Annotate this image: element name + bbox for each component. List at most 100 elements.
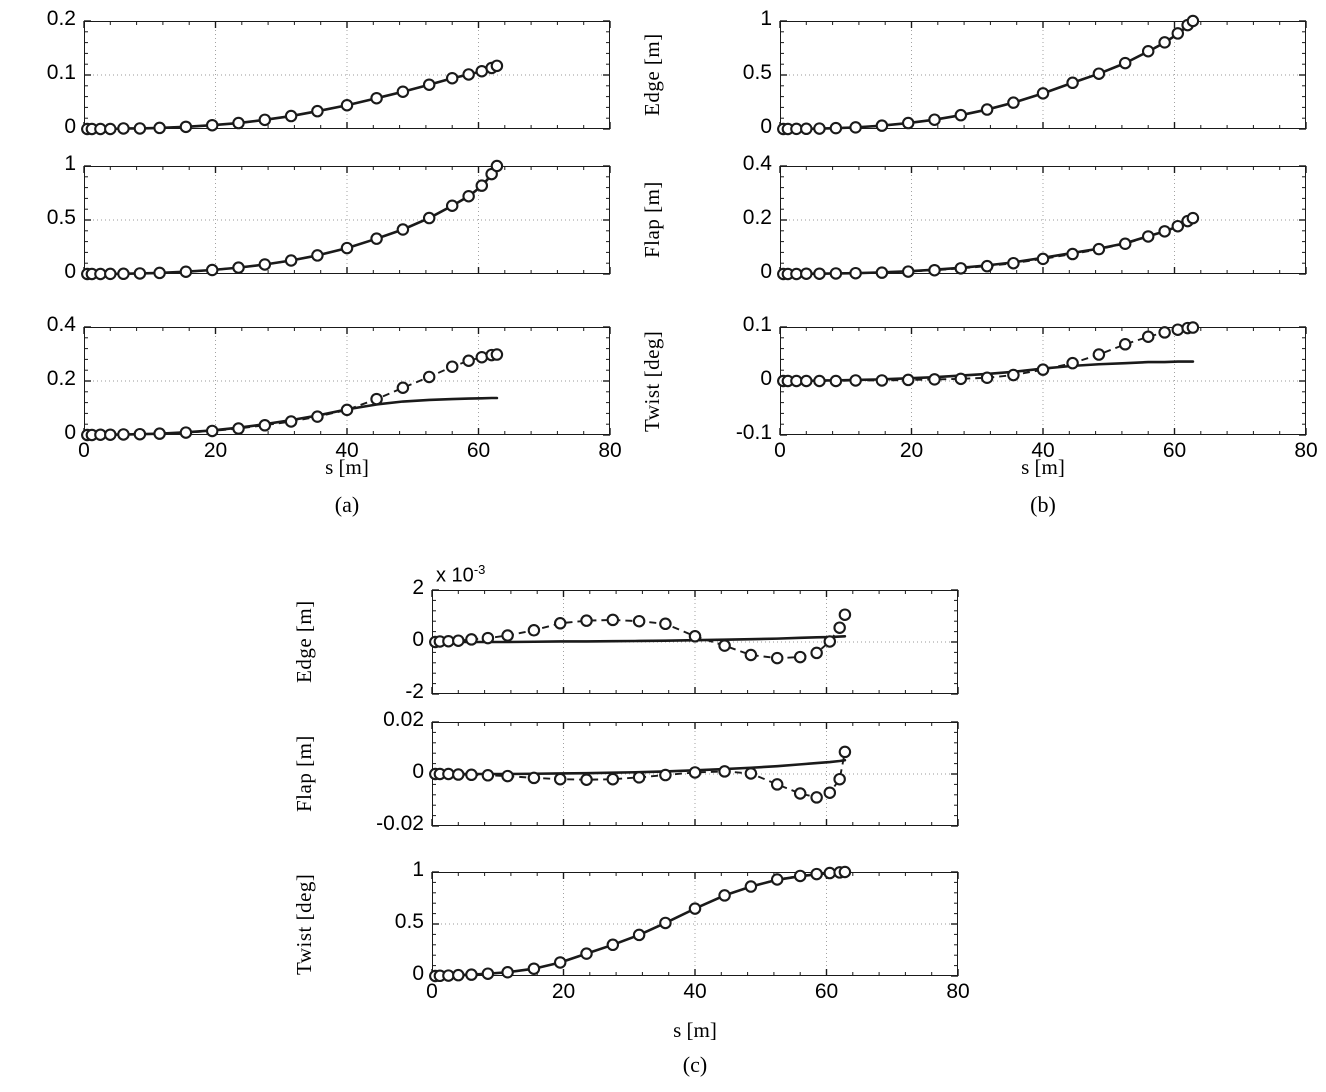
data-marker — [838, 865, 852, 879]
ytick-label-b-0-1: 0.5 — [742, 61, 772, 84]
data-marker — [1141, 330, 1155, 343]
ytick-label-c-1-0: -0.02 — [376, 812, 424, 835]
data-marker — [928, 263, 941, 277]
data-marker — [659, 768, 672, 782]
data-marker — [810, 791, 823, 804]
data-marker — [1036, 363, 1050, 376]
data-marker — [445, 71, 459, 85]
data-marker — [490, 159, 504, 173]
data-marker — [744, 648, 758, 662]
data-marker — [810, 646, 823, 660]
series-solid — [433, 634, 847, 644]
ylabel-c-2: Twist [deg] — [292, 873, 316, 975]
series-dashed — [783, 217, 1194, 275]
data-marker — [462, 68, 475, 81]
data-marker — [153, 121, 166, 135]
series-dashed — [87, 165, 498, 275]
data-marker — [553, 617, 567, 630]
data-marker — [954, 372, 968, 386]
data-marker — [1158, 225, 1171, 238]
plot-canvas-a-0 — [81, 20, 611, 136]
data-marker — [833, 772, 846, 786]
data-marker — [770, 651, 784, 665]
data-marker — [501, 629, 514, 642]
data-marker — [396, 223, 410, 236]
data-marker — [744, 880, 758, 893]
data-marker — [445, 199, 459, 212]
data-marker — [284, 415, 298, 428]
ytick-label-b-2-0: -0.1 — [735, 421, 772, 444]
data-marker — [980, 371, 994, 385]
ytick-label-a-0-1: 0.1 — [46, 61, 76, 84]
data-marker — [133, 427, 147, 441]
ytick-label-c-1-1: 0 — [412, 760, 424, 783]
data-marker — [258, 113, 272, 127]
data-marker — [1007, 256, 1020, 270]
data-marker — [606, 613, 620, 627]
data-marker — [462, 189, 475, 203]
data-marker — [370, 91, 383, 105]
data-marker — [396, 381, 410, 394]
data-marker — [793, 869, 807, 883]
data-marker — [340, 241, 354, 255]
data-marker — [396, 85, 410, 98]
xtick-label-b-1: 20 — [899, 439, 924, 462]
data-marker — [232, 116, 245, 130]
data-marker — [117, 267, 130, 281]
series-dashed — [435, 871, 845, 977]
data-marker — [153, 427, 166, 440]
data-marker — [632, 771, 646, 784]
data-marker — [133, 122, 147, 135]
data-marker — [422, 370, 436, 384]
data-marker — [1066, 356, 1079, 370]
ytick-label-c-0-2: 2 — [412, 576, 424, 599]
data-marker — [481, 769, 495, 782]
data-marker — [580, 947, 593, 960]
ytick-label-c-2-0: 0 — [412, 962, 424, 985]
ytick-label-a-1-0: 0 — [64, 260, 76, 283]
data-marker — [1036, 87, 1050, 100]
data-marker — [501, 966, 514, 979]
data-marker — [527, 962, 541, 975]
data-marker — [580, 773, 593, 786]
data-marker — [481, 967, 495, 980]
data-marker — [875, 266, 889, 279]
data-marker — [718, 639, 731, 652]
ytick-label-b-1-1: 0.2 — [742, 206, 772, 229]
ylabel-c-1: Flap [m] — [292, 735, 316, 813]
ytick-label-b-2-1: 0 — [760, 367, 772, 390]
data-marker — [153, 266, 166, 280]
xtick-label-b-2: 40 — [1031, 439, 1055, 462]
data-marker — [1066, 76, 1079, 90]
data-marker — [901, 116, 915, 130]
data-marker — [1092, 348, 1106, 361]
data-marker — [340, 98, 354, 112]
plot-canvas-c-0 — [429, 589, 959, 695]
data-marker — [829, 374, 843, 388]
xtick-label-a-1: 20 — [203, 439, 228, 462]
data-marker — [688, 902, 702, 915]
data-marker — [580, 614, 593, 627]
data-marker — [1118, 56, 1132, 70]
data-marker — [823, 866, 837, 880]
xtick-label-a-0: 0 — [78, 439, 90, 462]
data-marker — [800, 374, 813, 388]
data-marker — [284, 254, 298, 267]
data-marker — [718, 889, 731, 902]
data-marker — [1171, 27, 1185, 40]
data-marker — [232, 422, 245, 435]
xlabel-a: s [m] — [325, 455, 369, 479]
data-marker — [770, 778, 784, 791]
data-marker — [501, 769, 514, 783]
ytick-label-a-0-2: 0.2 — [46, 7, 76, 30]
ytick-label-b-0-2: 1 — [760, 7, 772, 30]
data-marker — [606, 938, 620, 952]
plot-canvas-b-2 — [777, 321, 1307, 436]
data-marker — [490, 59, 504, 73]
xtick-label-c-3: 60 — [814, 980, 839, 1003]
data-marker — [718, 765, 731, 778]
ytick-label-b-0-0: 0 — [760, 115, 772, 138]
